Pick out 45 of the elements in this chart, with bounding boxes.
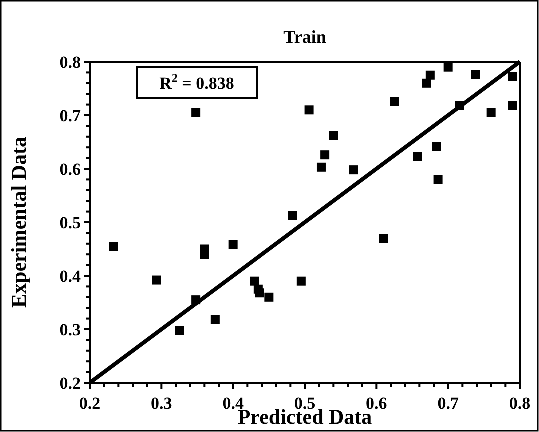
point xyxy=(390,97,400,106)
point xyxy=(426,70,435,80)
y-tick-label: 0.5 xyxy=(60,214,81,232)
point xyxy=(200,250,210,260)
x-tick-label: 0.8 xyxy=(509,394,531,413)
point xyxy=(264,292,274,302)
point xyxy=(320,150,330,160)
y-tick-label: 0.2 xyxy=(60,374,81,393)
y-tick-label: 0.3 xyxy=(60,320,81,340)
point xyxy=(152,276,162,285)
x-tick-label: 0.6 xyxy=(366,394,388,413)
point xyxy=(379,234,388,244)
y-tick-label: 0.6 xyxy=(60,160,81,179)
point xyxy=(296,276,306,286)
point xyxy=(444,62,453,72)
y-tick-label: 0.7 xyxy=(60,106,82,126)
point xyxy=(175,326,184,336)
point xyxy=(413,152,422,162)
y-tick-label: 0.8 xyxy=(60,53,81,72)
annotation: R$^{2}$ = 0.838 xyxy=(160,71,234,93)
point xyxy=(228,240,238,250)
point xyxy=(109,242,118,252)
x-tick-label: 0.3 xyxy=(151,394,172,413)
x-tick-label: 0.7 xyxy=(438,394,460,413)
x-tick-label: 0.5 xyxy=(294,394,316,413)
y-tick-label: 0.4 xyxy=(60,267,82,286)
point xyxy=(508,101,518,110)
point xyxy=(210,315,220,324)
point xyxy=(434,175,443,184)
point xyxy=(288,211,298,220)
point xyxy=(422,78,432,88)
point xyxy=(250,276,260,286)
point xyxy=(316,162,326,172)
point xyxy=(508,72,518,82)
point xyxy=(471,70,480,80)
y-axis-title: Experimental Data xyxy=(7,136,31,308)
point xyxy=(304,106,314,115)
point xyxy=(192,108,201,118)
chart-title: Train xyxy=(284,27,326,47)
point xyxy=(255,288,264,298)
point xyxy=(349,166,358,175)
point xyxy=(486,108,496,118)
point xyxy=(432,142,442,152)
x-tick-label: 0.2 xyxy=(79,394,101,413)
point xyxy=(329,131,338,140)
